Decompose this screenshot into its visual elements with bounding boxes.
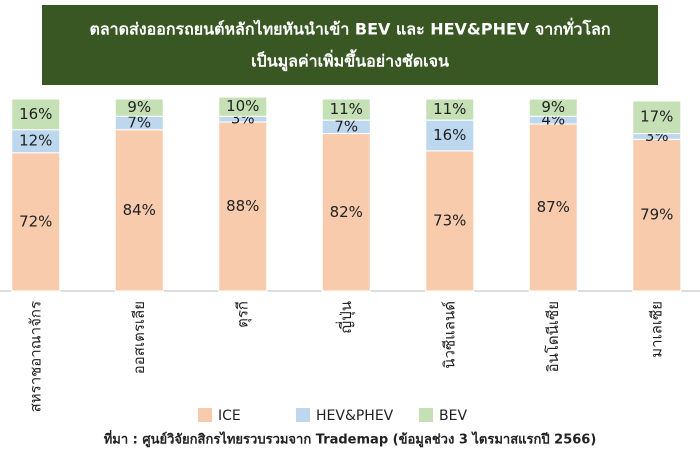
value-label: 79% [640,206,673,224]
chart-title: เป็นมูลค่าเพิ่มขึ้นอย่างชัดเจน [251,49,449,73]
bar-segment [218,96,268,117]
bar-segment [425,98,475,121]
x-tick-label: อินโดนีเซีย [544,301,562,372]
legend-label: ICE [218,408,241,424]
x-tick-label: ออสเตรเลีย [130,301,148,374]
value-label: 82% [330,203,363,221]
legend-swatch [296,408,310,422]
x-tick-label: สหราชอาณาจักร [26,301,44,412]
legend-swatch [198,408,212,422]
title-box [42,5,658,85]
bar-segment [425,150,475,292]
value-label: 7% [127,114,151,132]
value-label: 17% [640,108,673,126]
value-label: 10% [226,97,259,115]
bar-segment [321,133,371,292]
value-label: 7% [334,117,358,135]
x-tick-label: ญี่ปุ่น [335,301,356,334]
x-tick-label: มาเลเซีย [647,301,665,358]
x-tick-label: นิวซีแลนด์ [440,301,458,369]
value-label: 12% [19,132,52,150]
bar-segment [528,123,578,292]
value-label: 9% [127,98,151,116]
chart-title: ตลาดส่งออกรถยนต์หลักไทยหันนำเข้า BEV และ… [89,18,610,39]
value-label: 11% [330,100,363,118]
bar-segment [114,129,164,292]
value-label: 11% [433,100,466,118]
x-tick-label: ตุรกี [233,301,252,328]
value-label: 16% [19,105,52,123]
bar-segment [11,98,61,131]
bar-segment [11,152,61,292]
value-label: 72% [19,212,52,230]
bar-segment [321,98,371,121]
bar-segment [528,98,578,117]
bar-segment [632,138,682,292]
bar-segment [632,100,682,135]
bar-segment [114,98,164,117]
bar-segment [425,119,475,152]
bar-segment [218,121,268,292]
value-label: 84% [123,201,156,219]
value-label: 9% [541,98,565,116]
value-label: 87% [537,198,570,216]
source-note: ที่มา : ศูนย์วิจัยกสิกรไทยรวบรวมจาก Trad… [104,430,597,448]
legend-swatch [419,408,433,422]
legend-label: HEV&PHEV [316,408,394,424]
value-label: 88% [226,197,259,215]
legend-label: BEV [439,408,467,424]
value-label: 16% [433,126,466,144]
value-label: 73% [433,211,466,229]
